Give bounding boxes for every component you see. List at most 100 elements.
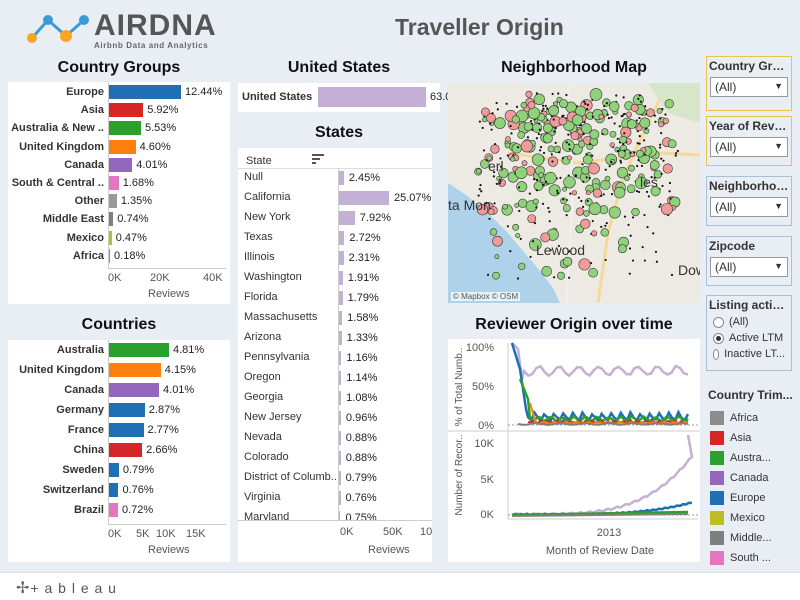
listing-point[interactable] xyxy=(521,160,528,167)
country-group-bar[interactable] xyxy=(109,230,112,245)
legend-item[interactable]: Africa xyxy=(706,408,796,428)
listing-point[interactable] xyxy=(488,122,492,125)
listing-point[interactable] xyxy=(674,154,677,157)
listing-point[interactable] xyxy=(601,132,604,136)
listing-point[interactable] xyxy=(584,102,587,105)
listing-point[interactable] xyxy=(616,149,620,153)
listing-point[interactable] xyxy=(588,176,591,180)
listing-point[interactable] xyxy=(619,161,623,164)
neighborhood-map[interactable]: erl ta Mon Lewood les Dow © Mapbox © OSM xyxy=(448,83,700,303)
listing-point[interactable] xyxy=(608,165,611,168)
listing-point[interactable] xyxy=(590,261,593,265)
listing-point[interactable] xyxy=(535,189,539,192)
listing-point[interactable] xyxy=(547,206,550,210)
country-group-bar[interactable] xyxy=(109,121,141,136)
listing-point[interactable] xyxy=(591,219,594,223)
state-bar[interactable] xyxy=(339,391,342,405)
listing-point[interactable] xyxy=(574,174,578,178)
listing-point[interactable] xyxy=(553,130,556,133)
listing-point[interactable] xyxy=(602,193,605,196)
listing-point[interactable] xyxy=(516,181,528,193)
listing-point[interactable] xyxy=(623,132,626,135)
listing-point[interactable] xyxy=(549,249,552,252)
listing-point[interactable] xyxy=(637,97,640,100)
listing-point[interactable] xyxy=(515,105,519,108)
listing-point[interactable] xyxy=(667,139,677,149)
listing-point[interactable] xyxy=(581,123,592,134)
listing-point[interactable] xyxy=(604,175,611,182)
listing-point[interactable] xyxy=(531,153,545,166)
listing-point[interactable] xyxy=(494,254,500,260)
listing-point[interactable] xyxy=(557,92,560,95)
listing-point[interactable] xyxy=(626,119,637,130)
listing-point[interactable] xyxy=(561,157,565,160)
country-bar[interactable] xyxy=(109,443,143,457)
listing-point[interactable] xyxy=(557,244,560,248)
listing-point[interactable] xyxy=(582,180,585,183)
listing-point[interactable] xyxy=(664,113,667,116)
listing-point[interactable] xyxy=(505,136,511,142)
listing-point[interactable] xyxy=(552,118,555,121)
listing-point[interactable] xyxy=(624,175,630,182)
listing-point[interactable] xyxy=(609,130,617,138)
listing-point[interactable] xyxy=(541,104,545,107)
listing-point[interactable] xyxy=(499,165,503,168)
legend-item[interactable]: South ... xyxy=(706,548,796,568)
listing-point[interactable] xyxy=(542,107,545,110)
listing-point[interactable] xyxy=(494,142,497,146)
listing-point[interactable] xyxy=(623,149,626,152)
listing-point[interactable] xyxy=(546,107,549,110)
listing-point[interactable] xyxy=(554,126,557,130)
listing-point[interactable] xyxy=(638,94,641,97)
listing-point[interactable] xyxy=(486,155,492,161)
listing-point[interactable] xyxy=(628,164,635,172)
listing-point[interactable] xyxy=(586,199,589,202)
listing-point[interactable] xyxy=(652,232,655,235)
listing-point[interactable] xyxy=(533,222,537,225)
listing-point[interactable] xyxy=(527,107,541,120)
listing-point[interactable] xyxy=(541,202,545,205)
listing-point[interactable] xyxy=(556,192,559,195)
listing-point[interactable] xyxy=(560,197,567,205)
listing-point[interactable] xyxy=(649,160,660,170)
listing-point[interactable] xyxy=(498,182,501,185)
listing-point[interactable] xyxy=(641,245,644,249)
listing-point[interactable] xyxy=(578,258,591,271)
state-bar[interactable] xyxy=(339,311,343,325)
listing-point[interactable] xyxy=(582,132,585,136)
listing-point[interactable] xyxy=(528,192,531,195)
country-bar[interactable] xyxy=(109,423,144,437)
listing-point[interactable] xyxy=(517,131,525,139)
listing-point[interactable] xyxy=(675,152,678,155)
listing-point[interactable] xyxy=(561,139,575,152)
listing-point[interactable] xyxy=(535,92,539,95)
listing-point[interactable] xyxy=(629,234,632,237)
listing-point[interactable] xyxy=(510,132,513,135)
listing-point[interactable] xyxy=(480,159,490,169)
listing-point[interactable] xyxy=(637,159,640,162)
listing-point[interactable] xyxy=(476,204,489,216)
country-group-bar[interactable] xyxy=(109,212,114,227)
listing-point[interactable] xyxy=(514,203,519,208)
listing-point[interactable] xyxy=(556,189,559,192)
map-canvas[interactable]: erl ta Mon Lewood les Dow xyxy=(448,83,700,303)
listing-point[interactable] xyxy=(604,168,607,171)
listing-point[interactable] xyxy=(656,107,663,114)
listing-point[interactable] xyxy=(518,262,526,270)
listing-point[interactable] xyxy=(493,202,496,205)
listing-point[interactable] xyxy=(605,102,609,105)
listing-point[interactable] xyxy=(659,143,662,146)
listing-point[interactable] xyxy=(481,116,488,123)
listing-point[interactable] xyxy=(494,117,506,129)
listing-point[interactable] xyxy=(548,210,551,213)
country-bar[interactable] xyxy=(109,503,118,517)
listing-point[interactable] xyxy=(499,157,502,160)
listing-point[interactable] xyxy=(658,146,662,149)
listing-point[interactable] xyxy=(568,143,571,146)
listing-point[interactable] xyxy=(604,258,607,262)
listing-point[interactable] xyxy=(559,99,569,109)
state-bar[interactable] xyxy=(339,411,341,425)
listing-point[interactable] xyxy=(539,149,542,152)
listing-point[interactable] xyxy=(610,160,613,164)
listing-point[interactable] xyxy=(538,122,541,125)
